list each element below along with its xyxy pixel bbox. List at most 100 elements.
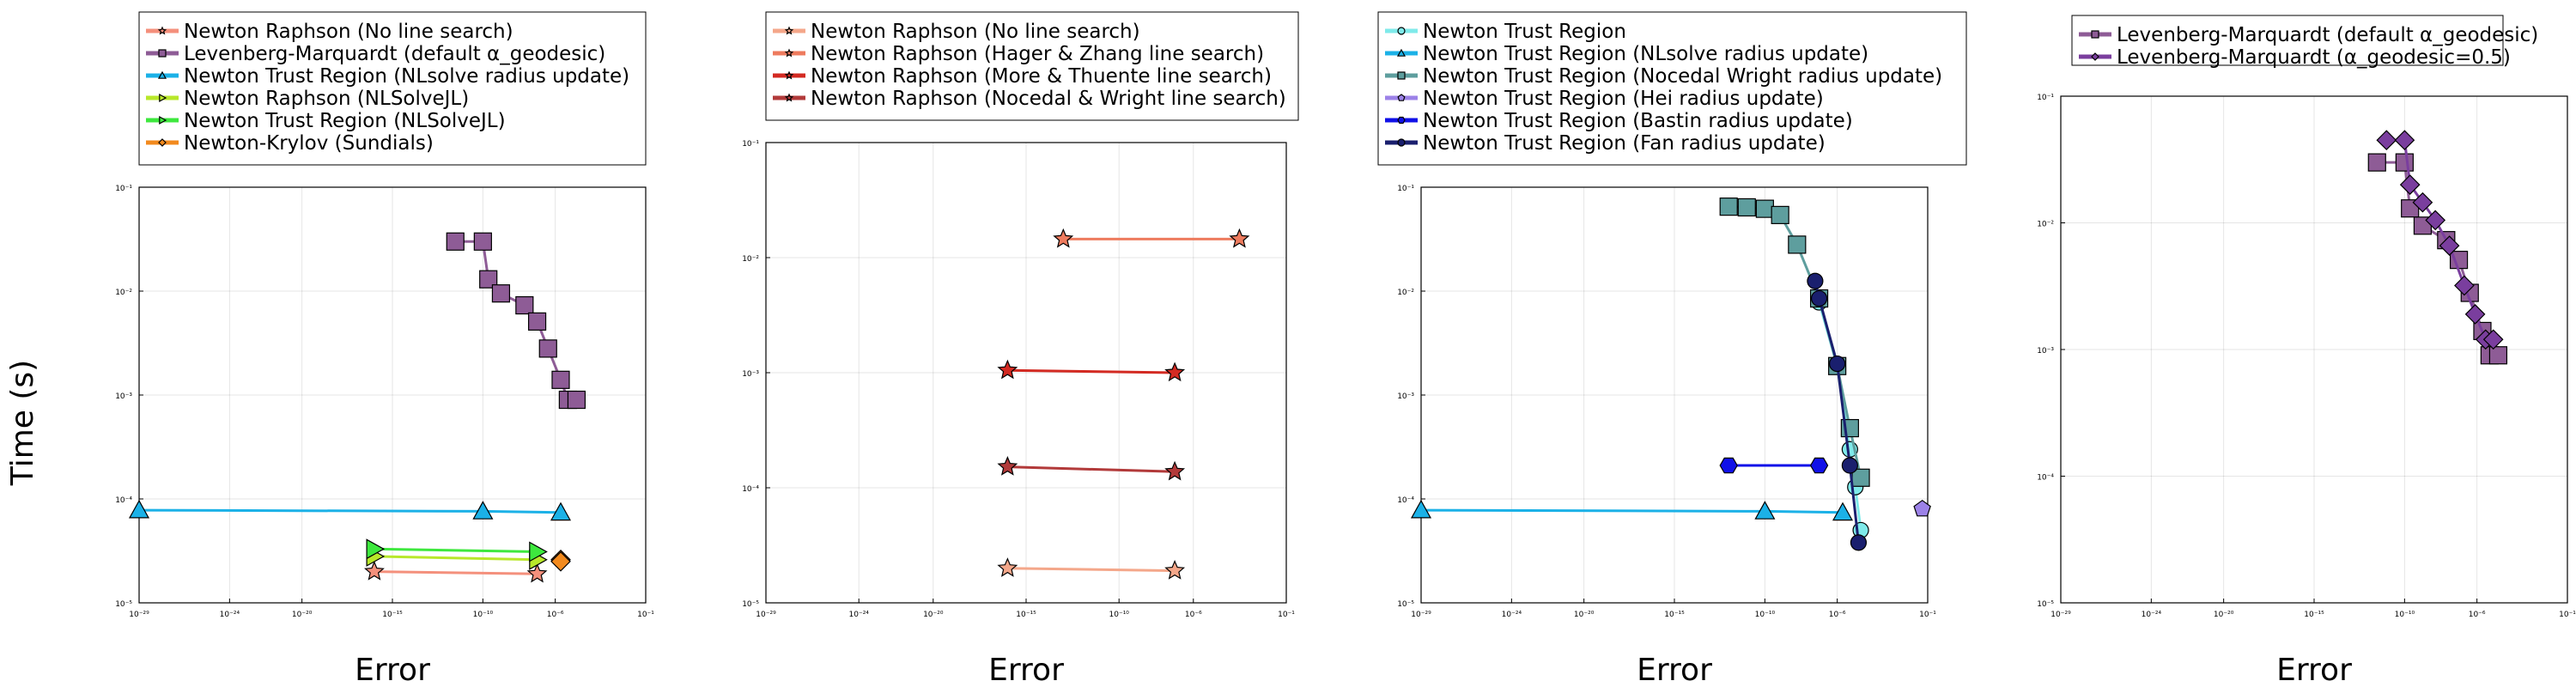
x-tick-label: 10⁻¹	[637, 611, 654, 619]
legend-item: Newton Trust Region (NLsolve radius upda…	[1385, 43, 1868, 65]
data-point	[2412, 192, 2433, 213]
legend-item: Levenberg-Marquardt (default α_geodesic)	[146, 43, 605, 65]
legend-label: Newton Raphson (No line search)	[184, 21, 513, 43]
legend-label: Levenberg-Marquardt (default α_geodesic)	[184, 43, 605, 65]
series-5	[366, 538, 548, 562]
data-point	[2376, 130, 2397, 151]
y-tick-label: 10⁻⁴	[115, 496, 132, 505]
data-point	[526, 562, 548, 583]
legend-item: Levenberg-Marquardt (default α_geodesic)	[2079, 24, 2538, 46]
data-point	[2439, 235, 2460, 256]
data-point	[1410, 499, 1432, 519]
data-point	[2394, 130, 2415, 151]
data-point	[1719, 457, 1738, 474]
legend-box	[765, 11, 1299, 121]
x-axis-title: Error	[2276, 653, 2352, 687]
y-tick-label: 10⁻⁴	[1397, 496, 1414, 505]
data-point	[1164, 560, 1186, 580]
legend-swatch-marker	[2091, 52, 2099, 61]
data-point	[1841, 457, 1858, 474]
data-point	[2395, 153, 2414, 172]
legend-item: Newton Raphson (More & Thuente line sear…	[773, 65, 1272, 88]
x-tick-label: 10⁻¹⁰	[2395, 611, 2415, 619]
legend-item: Newton Trust Region (NLsolve radius upda…	[146, 65, 629, 88]
series-line	[374, 555, 538, 562]
legend-swatch-marker	[1397, 138, 1406, 147]
legend-box	[2071, 15, 2504, 66]
legend-swatch-marker	[1397, 116, 1406, 125]
series-line	[1007, 465, 1176, 473]
x-tick-label: 10⁻¹⁵	[1664, 611, 1685, 619]
legend-label: Levenberg-Marquardt (α_geodesic=0.5)	[2117, 46, 2511, 69]
series-6	[550, 549, 571, 572]
data-point	[1810, 289, 1828, 307]
legend-item: Newton Trust Region	[1385, 21, 1626, 43]
data-point	[2399, 174, 2421, 195]
data-point	[2488, 346, 2508, 365]
chart-4: 10⁻²⁹ 10⁻²⁴ 10⁻²⁰ 10⁻¹⁵ 10⁻¹⁰ 10⁻⁶ 10⁻¹ 10⁻⁵ 10⁻…	[2037, 15, 2576, 687]
legend-item: Newton Raphson (NLSolveJL)	[146, 88, 469, 110]
y-tick-label: 10⁻³	[115, 392, 132, 401]
legend-swatch-marker	[784, 70, 794, 80]
x-tick-label: 10⁻²⁰	[923, 611, 944, 619]
legend: Newton Raphson (No line search)Levenberg…	[138, 11, 647, 166]
legend-item: Levenberg-Marquardt (α_geodesic=0.5)	[2079, 46, 2511, 69]
data-point	[997, 456, 1018, 476]
legend-swatch-marker	[784, 26, 794, 35]
x-axis-title: Error	[988, 653, 1064, 687]
y-tick-label: 10⁻⁵	[1397, 600, 1414, 609]
data-point	[538, 339, 557, 358]
legend-swatch-marker	[1397, 71, 1406, 80]
y-tick-label: 10⁻¹	[2037, 94, 2054, 102]
y-axis-title: Time (s)	[5, 360, 40, 486]
y-tick-label: 10⁻¹	[115, 185, 132, 193]
x-tick-label: 10⁻¹⁰	[1755, 611, 1776, 619]
legend-label: Newton Trust Region (Nocedal Wright radi…	[1423, 65, 1942, 88]
plot-area	[766, 143, 1286, 603]
y-tick-label: 10⁻³	[742, 370, 759, 379]
legend-item: Newton Trust Region (Nocedal Wright radi…	[1385, 65, 1942, 88]
x-tick-label: 10⁻¹	[2559, 611, 2576, 619]
series-5	[1719, 457, 1829, 474]
data-point	[1771, 205, 1789, 224]
x-tick-label: 10⁻⁶	[1185, 611, 1202, 619]
legend-swatch-marker	[784, 93, 794, 102]
x-tick-label: 10⁻⁶	[1829, 611, 1846, 619]
legend-item: Newton-Krylov (Sundials)	[146, 132, 434, 155]
data-point	[1754, 501, 1776, 520]
legend-swatch-marker	[158, 138, 167, 147]
series-line	[2386, 138, 2494, 341]
legend-item: Newton Raphson (Hager & Zhang line searc…	[773, 43, 1264, 65]
data-point	[2454, 275, 2475, 296]
x-tick-label: 10⁻¹⁵	[382, 611, 403, 619]
data-point	[479, 270, 498, 289]
legend-label: Newton Trust Region (NLsolve radius upda…	[1423, 43, 1868, 65]
x-tick-label: 10⁻¹⁰	[1109, 611, 1130, 619]
series-line	[374, 547, 538, 553]
x-tick-label: 10⁻⁶	[2469, 611, 2486, 619]
legend-swatch-marker	[1396, 48, 1406, 57]
y-tick-label: 10⁻¹	[742, 140, 759, 149]
series-2	[1410, 499, 1854, 521]
chart-1: 10⁻²⁹ 10⁻²⁴ 10⁻²⁰ 10⁻¹⁵ 10⁻¹⁰ 10⁻⁶ 10⁻¹ 10⁻⁵ 10⁻…	[115, 11, 654, 687]
x-tick-label: 10⁻²⁴	[1502, 611, 1522, 619]
data-point	[1737, 198, 1756, 217]
data-point	[1913, 499, 1931, 517]
data-point	[2367, 153, 2386, 172]
chart-3: 10⁻²⁹ 10⁻²⁴ 10⁻²⁰ 10⁻¹⁵ 10⁻¹⁰ 10⁻⁶ 10⁻¹ 10⁻⁵ 10⁻…	[1377, 11, 1967, 687]
legend-label: Newton Trust Region (NLSolveJL)	[184, 110, 506, 132]
data-point	[128, 499, 150, 519]
x-tick-label: 10⁻²⁴	[2142, 611, 2162, 619]
data-point	[364, 561, 385, 581]
y-tick-label: 10⁻²	[742, 255, 759, 264]
legend-label: Newton Trust Region (NLsolve radius upda…	[184, 65, 629, 88]
legend-label: Newton Trust Region (Hei radius update)	[1423, 88, 1824, 110]
data-point	[446, 232, 465, 251]
legend-label: Newton Raphson (More & Thuente line sear…	[811, 65, 1272, 88]
data-point	[1164, 362, 1186, 382]
legend-swatch-marker	[157, 26, 167, 35]
data-point	[550, 502, 572, 521]
data-point	[997, 359, 1018, 380]
legend-label: Newton Trust Region (Fan radius update)	[1423, 132, 1826, 155]
legend-item: Newton Trust Region (Hei radius update)	[1385, 88, 1824, 110]
